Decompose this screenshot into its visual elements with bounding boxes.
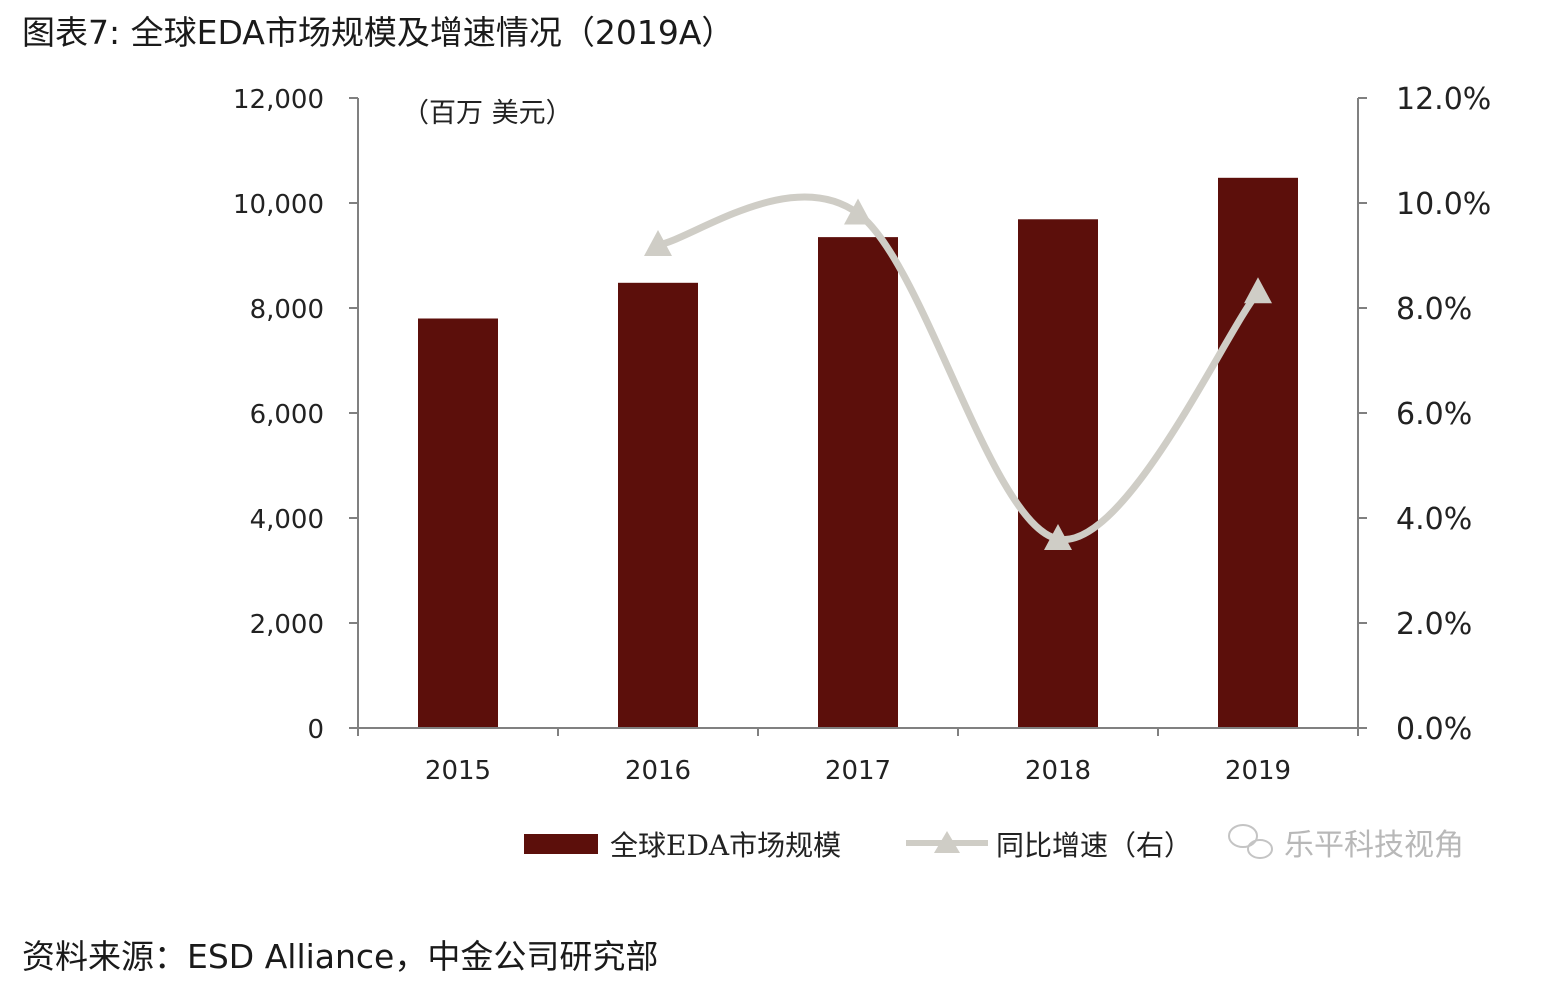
x-label-2016: 2016: [625, 756, 691, 786]
x-label-2017: 2017: [825, 756, 891, 786]
wechat-icon: [1228, 824, 1273, 859]
x-label-2015: 2015: [425, 756, 491, 786]
right-tick-label: 8.0%: [1396, 292, 1472, 327]
growth-point-2019: [1244, 277, 1272, 304]
right-tick-label: 10.0%: [1396, 187, 1491, 222]
growth-point-2016: [644, 230, 672, 256]
bar-2019: [1218, 177, 1298, 729]
unit-label: （百万 美元）: [402, 98, 573, 129]
bar-2017: [818, 237, 898, 728]
left-tick-label: 2,000: [250, 610, 324, 640]
bar-2018: [1018, 219, 1098, 728]
left-tick-label: 8,000: [250, 295, 324, 325]
legend-label-market-size: 全球EDA市场规模: [610, 829, 841, 862]
legend-label-growth: 同比增速（右）: [996, 829, 1192, 862]
source-note: 资料来源：ESD Alliance，中金公司研究部: [22, 937, 659, 976]
left-tick-label: 4,000: [250, 505, 324, 535]
x-label-2019: 2019: [1225, 756, 1291, 786]
x-label-2018: 2018: [1025, 756, 1091, 786]
growth-line-layer: [644, 193, 1272, 550]
right-tick-label: 12.0%: [1396, 82, 1491, 117]
bars-layer: [418, 177, 1298, 729]
left-tick-label: 10,000: [233, 190, 324, 220]
right-tick-label: 6.0%: [1396, 397, 1472, 432]
figure-title: 图表7: 全球EDA市场规模及增速情况（2019A）: [22, 13, 735, 52]
watermark-text: 乐平科技视角: [1284, 828, 1464, 863]
growth-point-2018: [1044, 524, 1072, 550]
bar-2015: [418, 318, 498, 728]
right-tick-label: 2.0%: [1396, 607, 1472, 642]
legend: 全球EDA市场规模 同比增速（右） 乐平科技视角: [524, 824, 1464, 863]
left-tick-label: 0: [307, 715, 324, 745]
growth-rate-line: [654, 193, 1262, 543]
bar-2016: [618, 282, 698, 728]
right-tick-label: 4.0%: [1396, 502, 1472, 537]
axes-layer: 0 2,000 4,000 6,000 8,000 10,000 12,000 0.0% 2.0…: [233, 82, 1491, 786]
right-tick-label: 0.0%: [1396, 712, 1472, 747]
left-tick-label: 6,000: [250, 400, 324, 430]
left-tick-label: 12,000: [233, 85, 324, 115]
legend-bar-swatch: [524, 834, 598, 854]
growth-point-2017: [844, 198, 872, 225]
legend-triangle-marker: [934, 831, 960, 853]
